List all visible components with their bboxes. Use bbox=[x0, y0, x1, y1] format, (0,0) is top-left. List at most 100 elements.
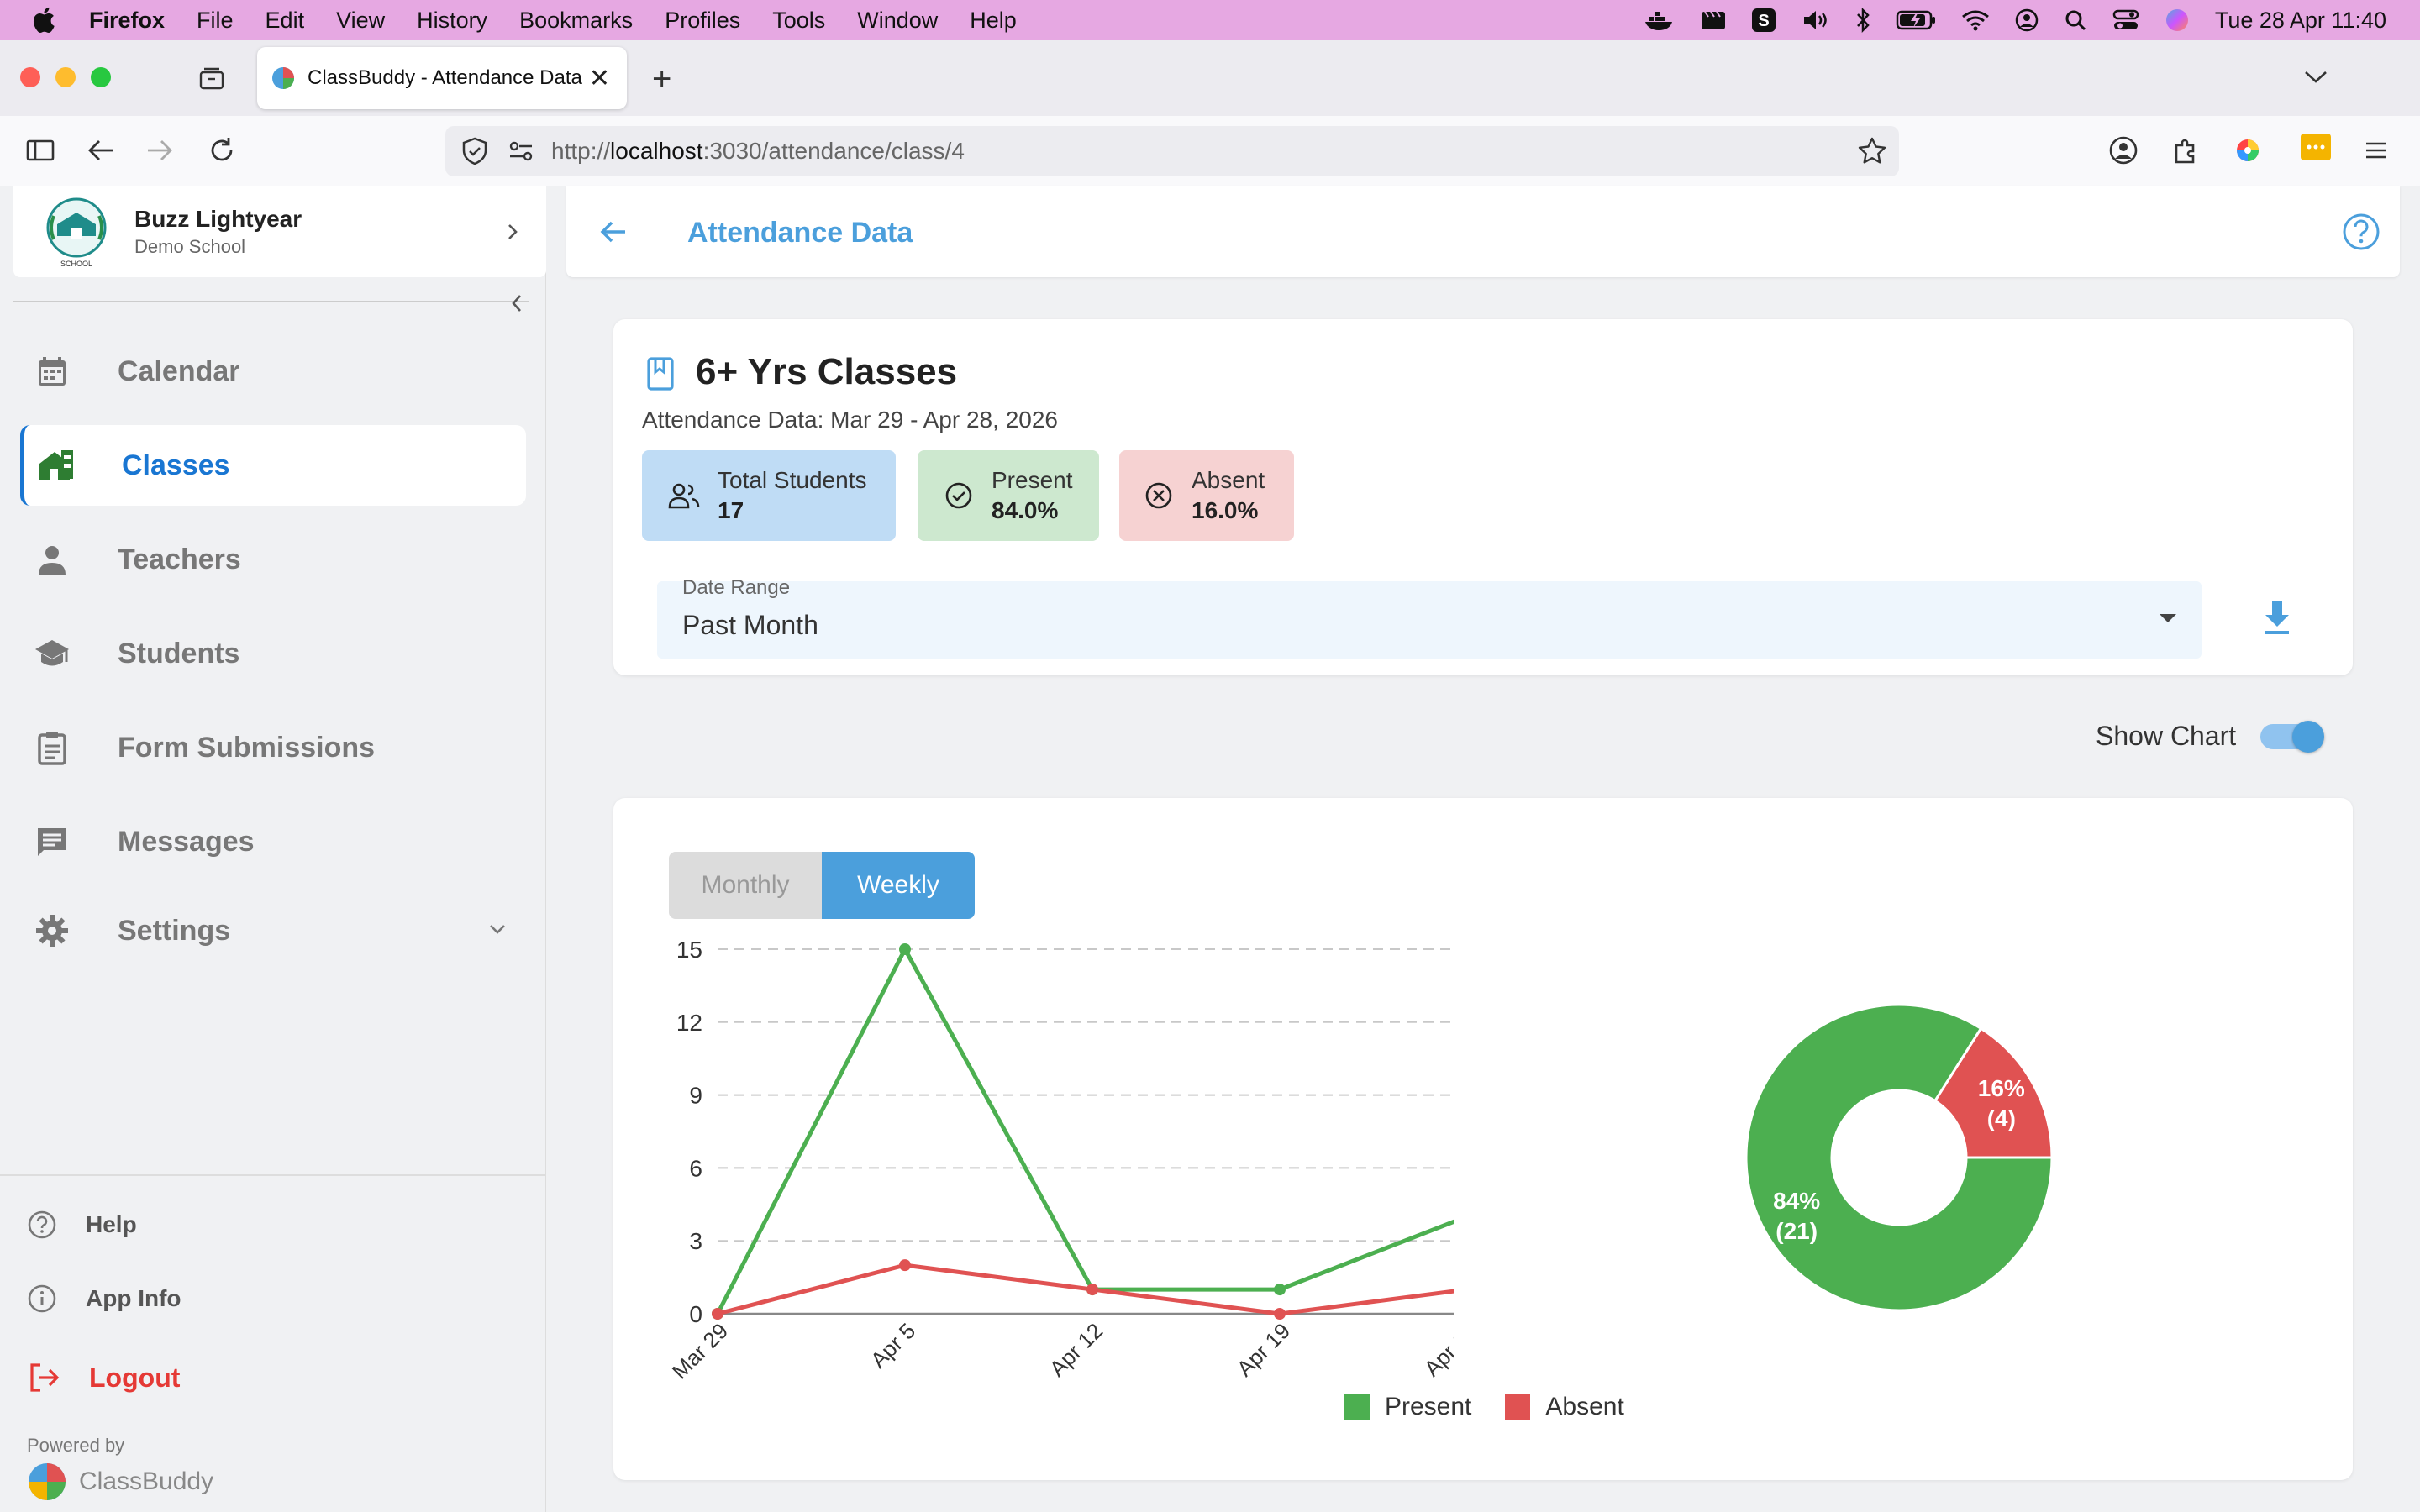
menu-tools[interactable]: Tools bbox=[772, 7, 826, 33]
y-tick-label: 3 bbox=[689, 1228, 702, 1254]
x-tick-label: Mar 29 bbox=[667, 1318, 733, 1383]
s-app-icon[interactable]: S bbox=[1751, 8, 1776, 33]
back-arrow-icon[interactable] bbox=[597, 215, 630, 249]
chevron-down-icon[interactable] bbox=[486, 921, 509, 939]
data-point-present[interactable] bbox=[899, 943, 911, 955]
user-circle-icon[interactable] bbox=[2015, 8, 2039, 32]
toggle-knob[interactable] bbox=[2292, 721, 2324, 753]
sidebar-item-form-submissions[interactable]: Form Submissions bbox=[20, 707, 526, 788]
window-zoom-button[interactable] bbox=[91, 67, 111, 87]
data-point-absent[interactable] bbox=[1086, 1284, 1098, 1296]
url-bar[interactable]: http://localhost:3030/attendance/class/4 bbox=[445, 126, 1899, 176]
list-all-tabs-icon[interactable] bbox=[2302, 67, 2329, 86]
menu-app-name[interactable]: Firefox bbox=[89, 7, 166, 33]
forward-arrow-icon[interactable] bbox=[143, 134, 176, 167]
sidebar-item-teachers[interactable]: Teachers bbox=[20, 519, 526, 600]
siri-icon[interactable] bbox=[2165, 8, 2190, 33]
logout-icon bbox=[30, 1363, 60, 1392]
collapse-sidebar-icon[interactable] bbox=[504, 291, 529, 316]
sidebar-toggle-icon[interactable] bbox=[25, 134, 55, 167]
y-tick-label: 6 bbox=[689, 1155, 702, 1181]
menu-file[interactable]: File bbox=[197, 7, 234, 33]
window-minimize-button[interactable] bbox=[55, 67, 76, 87]
tab-weekly[interactable]: Weekly bbox=[822, 852, 975, 919]
sidebar-item-settings[interactable]: Settings bbox=[20, 890, 526, 971]
donut-slice[interactable] bbox=[1933, 1026, 2054, 1159]
gear-icon bbox=[34, 912, 71, 949]
battery-icon[interactable] bbox=[1896, 9, 1936, 31]
chevron-right-icon[interactable] bbox=[504, 220, 521, 244]
series-line-present bbox=[715, 947, 1454, 1315]
password-manager-icon[interactable] bbox=[2299, 130, 2333, 164]
dropdown-arrow-icon[interactable] bbox=[2158, 612, 2178, 625]
tab-monthly[interactable]: Monthly bbox=[669, 852, 822, 919]
show-chart-toggle[interactable] bbox=[2260, 721, 2324, 753]
menu-view[interactable]: View bbox=[336, 7, 386, 33]
browser-tab-active[interactable]: ClassBuddy - Attendance Data ✕ bbox=[257, 47, 627, 109]
legend-label-present[interactable]: Present bbox=[1385, 1393, 1472, 1420]
legend-swatch-absent bbox=[1505, 1394, 1531, 1420]
new-tab-icon[interactable]: + bbox=[652, 60, 672, 97]
extensions-icon[interactable] bbox=[2170, 134, 2202, 167]
volume-icon[interactable] bbox=[1802, 8, 1830, 32]
back-arrow-icon[interactable] bbox=[84, 134, 118, 167]
profile-card[interactable]: SCHOOL Buzz Lightyear Demo School bbox=[13, 186, 546, 277]
absent-value: 16.0% bbox=[1192, 497, 1259, 523]
apple-icon[interactable] bbox=[30, 5, 60, 35]
check-circle-icon bbox=[945, 482, 972, 509]
menubar-clock[interactable]: Tue 28 Apr 11:40 bbox=[2214, 7, 2386, 33]
clapper-icon[interactable] bbox=[1701, 9, 1726, 31]
app-info-label: App Info bbox=[86, 1285, 182, 1311]
bluetooth-icon[interactable] bbox=[1855, 8, 1870, 33]
present-label: Present bbox=[992, 467, 1073, 493]
color-picker-extension-icon[interactable] bbox=[2232, 134, 2264, 167]
help-circle-icon[interactable] bbox=[2341, 212, 2381, 252]
sidebar-item-students[interactable]: Students bbox=[20, 613, 526, 694]
class-info-card: 6+ Yrs Classes Attendance Data: Mar 29 -… bbox=[613, 319, 2353, 675]
window-close-button[interactable] bbox=[20, 67, 40, 87]
download-icon[interactable] bbox=[2262, 600, 2292, 637]
menu-help[interactable]: Help bbox=[970, 7, 1017, 33]
data-point-absent[interactable] bbox=[1274, 1308, 1286, 1320]
tab-overview-icon[interactable] bbox=[198, 66, 225, 91]
class-title: 6+ Yrs Classes bbox=[696, 351, 958, 392]
wifi-icon[interactable] bbox=[1961, 9, 1990, 31]
legend-label-absent[interactable]: Absent bbox=[1545, 1393, 1624, 1420]
control-center-icon[interactable] bbox=[2112, 8, 2139, 32]
docker-icon[interactable] bbox=[1644, 8, 1676, 32]
sidebar-help[interactable]: Help bbox=[27, 1210, 137, 1240]
sidebar-item-calendar[interactable]: Calendar bbox=[20, 331, 526, 412]
tab-close-icon[interactable]: ✕ bbox=[588, 64, 610, 92]
classbuddy-brand: ClassBuddy bbox=[27, 1462, 213, 1502]
menu-window[interactable]: Window bbox=[857, 7, 939, 33]
account-icon[interactable] bbox=[2107, 134, 2139, 167]
data-point-absent[interactable] bbox=[712, 1308, 723, 1320]
reload-icon[interactable] bbox=[205, 134, 239, 167]
date-range-select[interactable]: Date Range Past Month bbox=[657, 576, 2202, 659]
url-text[interactable]: http://localhost:3030/attendance/class/4 bbox=[551, 138, 965, 164]
site-permissions-icon[interactable] bbox=[508, 139, 534, 164]
sidebar-item-label: Form Submissions bbox=[118, 731, 376, 764]
menu-edit[interactable]: Edit bbox=[265, 7, 305, 33]
sidebar-logout[interactable]: Logout bbox=[27, 1361, 180, 1394]
bookmark-star-icon[interactable] bbox=[1857, 136, 1887, 166]
attendance-line-chart: 0 3 6 9 12 15 Mar 29 Apr 5 Apr 12 Apr 19 Apr 26 bbox=[667, 937, 1454, 1383]
hamburger-menu-icon[interactable] bbox=[2361, 134, 2391, 167]
calendar-icon bbox=[34, 353, 71, 390]
date-range-value: Past Month bbox=[682, 610, 818, 640]
tracking-shield-icon[interactable] bbox=[460, 136, 489, 166]
menu-profiles[interactable]: Profiles bbox=[665, 7, 741, 33]
donut-slice[interactable] bbox=[1744, 1003, 2054, 1312]
data-point-present[interactable] bbox=[1274, 1284, 1286, 1296]
sidebar-app-info[interactable]: App Info bbox=[27, 1284, 182, 1314]
menu-history[interactable]: History bbox=[417, 7, 488, 33]
spotlight-search-icon[interactable] bbox=[2064, 8, 2087, 32]
menu-bookmarks[interactable]: Bookmarks bbox=[519, 7, 634, 33]
sidebar-item-messages[interactable]: Messages bbox=[20, 801, 526, 882]
x-tick-label: Apr 5 bbox=[865, 1318, 920, 1373]
x-tick-label: Apr 19 bbox=[1232, 1318, 1295, 1381]
x-tick-label: Apr 12 bbox=[1044, 1318, 1107, 1381]
absent-label: Absent bbox=[1192, 467, 1265, 493]
data-point-absent[interactable] bbox=[899, 1259, 911, 1272]
sidebar-item-classes[interactable]: Classes bbox=[20, 425, 526, 506]
